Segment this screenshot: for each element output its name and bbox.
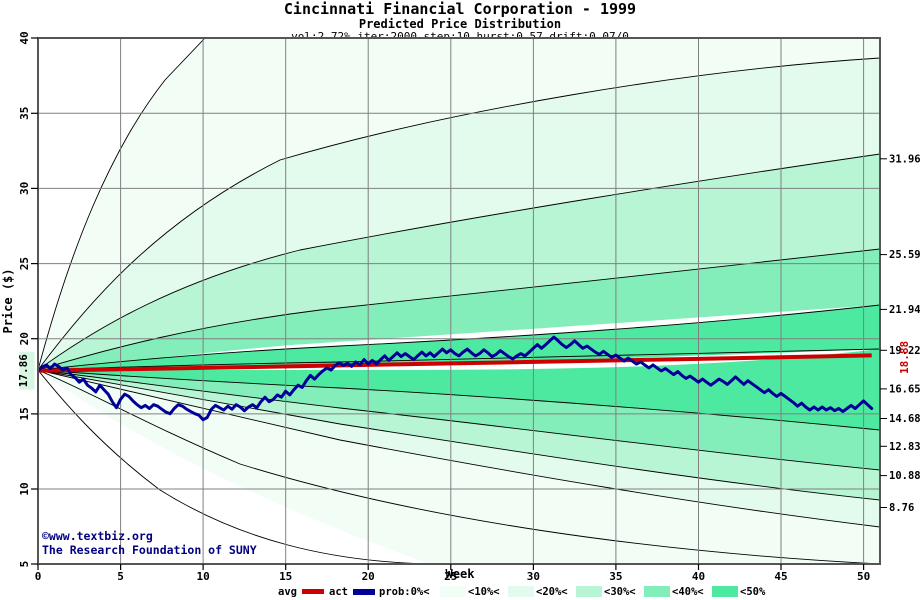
legend-swatch-40 <box>644 586 670 597</box>
boundary-lower-1 <box>38 369 433 564</box>
legend-entry-50: <50% <box>740 586 766 598</box>
start-price-marker: 17.86 <box>17 351 35 390</box>
series-avg <box>38 353 872 373</box>
x-tick-label-0: 0 <box>35 570 42 583</box>
x-tick-label-20: 20 <box>362 570 375 583</box>
boundary-upper-1 <box>38 38 206 371</box>
band-10-20-lower <box>38 370 880 564</box>
boundary-upper-2 <box>38 57 880 371</box>
legend-swatch-10 <box>440 586 466 597</box>
right-label-21-94: 21.94 <box>889 304 920 316</box>
legend-avg-swatch <box>302 589 324 594</box>
band-20-30-upper <box>38 154 880 370</box>
plot-border <box>37 37 881 565</box>
legend-entry-10: <10%< <box>468 586 500 598</box>
band-20-30-lower <box>38 370 880 527</box>
x-tick-label-15: 15 <box>279 570 292 583</box>
avg-line <box>38 353 872 373</box>
band-40-50-lower <box>38 370 880 470</box>
x-tick-label-35: 35 <box>609 570 622 583</box>
y-tick-label-5: 5 <box>18 561 31 568</box>
right-label-8-76: 8.76 <box>889 502 914 514</box>
right-label-14-68: 14.68 <box>889 413 920 425</box>
boundary-upper-4 <box>38 248 880 371</box>
act-line <box>38 335 874 422</box>
boundary-upper-5 <box>38 304 880 371</box>
credit-line-1: ©www.textbiz.org <box>42 529 153 543</box>
start-price-label: 17.86 <box>17 354 30 387</box>
end-avg-price-label: 18.88 <box>898 341 911 374</box>
start-price-highlight <box>19 351 35 390</box>
x-tick-label-10: 10 <box>196 570 209 583</box>
legend-entry-30: <30%< <box>604 586 636 598</box>
right-label-16-65: 16.65 <box>889 383 920 395</box>
y-tick-label-20: 20 <box>18 332 31 345</box>
right-label-19-22: 19.22 <box>889 345 920 357</box>
legend-entry-20: <20%< <box>536 586 568 598</box>
legend-entry-40: <40%< <box>672 586 704 598</box>
x-tick-label-25: 25 <box>444 570 457 583</box>
x-axis: 0 5 10 15 20 25 30 35 40 45 50 Week <box>35 564 870 583</box>
x-tick-label-5: 5 <box>117 570 124 583</box>
boundary-lower-3 <box>38 369 880 528</box>
band-0-10-lower <box>38 370 880 564</box>
legend-act-swatch <box>353 589 375 595</box>
right-label-12-83: 12.83 <box>889 441 920 453</box>
right-label-31-96: 31.96 <box>889 153 920 165</box>
x-tick-label-40: 40 <box>692 570 705 583</box>
legend-act-label: act <box>329 586 348 598</box>
probability-bands <box>38 38 880 564</box>
right-label-25-59: 25.59 <box>889 249 920 261</box>
boundary-lower-6 <box>38 369 880 431</box>
x-axis-title: Week <box>446 567 476 581</box>
band-30-40-upper <box>38 249 880 370</box>
boundary-lower-5 <box>38 369 880 471</box>
legend-prob-label: prob:0%< <box>379 586 430 598</box>
chart-title: Cincinnati Financial Corporation - 1999 <box>284 0 636 18</box>
boundary-lower-4 <box>38 369 880 501</box>
chart-legend: avg act prob:0%< <10%< <20%< <30%< <40%<… <box>278 586 766 598</box>
y-axis-ticks <box>31 37 38 565</box>
right-axis-labels: 31.96 25.59 21.94 19.22 16.65 14.68 12.8… <box>880 153 920 514</box>
x-axis-ticks <box>37 564 865 570</box>
y-tick-label-10: 10 <box>18 482 31 495</box>
y-tick-label-15: 15 <box>18 407 31 420</box>
band-boundary-lines <box>38 38 880 564</box>
x-tick-label-45: 45 <box>774 570 787 583</box>
x-tick-label-30: 30 <box>527 570 540 583</box>
boundary-upper-3 <box>38 153 880 371</box>
y-tick-label-40: 40 <box>18 31 31 44</box>
x-tick-label-50: 50 <box>857 570 870 583</box>
right-label-10-88: 10.88 <box>889 470 920 482</box>
chart-subtitle: Predicted Price Distribution <box>359 17 561 31</box>
y-axis-title: Price ($) <box>1 268 15 333</box>
y-axis: 40 35 30 25 20 15 10 5 Price ($) <box>1 31 38 567</box>
band-30-40-lower <box>38 370 880 500</box>
boundary-lower-2 <box>38 369 880 564</box>
band-center-50 <box>38 349 880 430</box>
grid-lines <box>38 38 880 564</box>
credit-line-2: The Research Foundation of SUNY <box>42 543 257 557</box>
y-tick-label-25: 25 <box>18 257 31 270</box>
legend-avg-label: avg <box>278 586 297 598</box>
legend-swatch-20 <box>508 586 534 597</box>
legend-swatch-30 <box>576 586 602 597</box>
y-tick-label-30: 30 <box>18 182 31 195</box>
legend-swatch-50 <box>712 586 738 597</box>
series-act <box>38 335 874 422</box>
y-tick-label-35: 35 <box>18 107 31 120</box>
